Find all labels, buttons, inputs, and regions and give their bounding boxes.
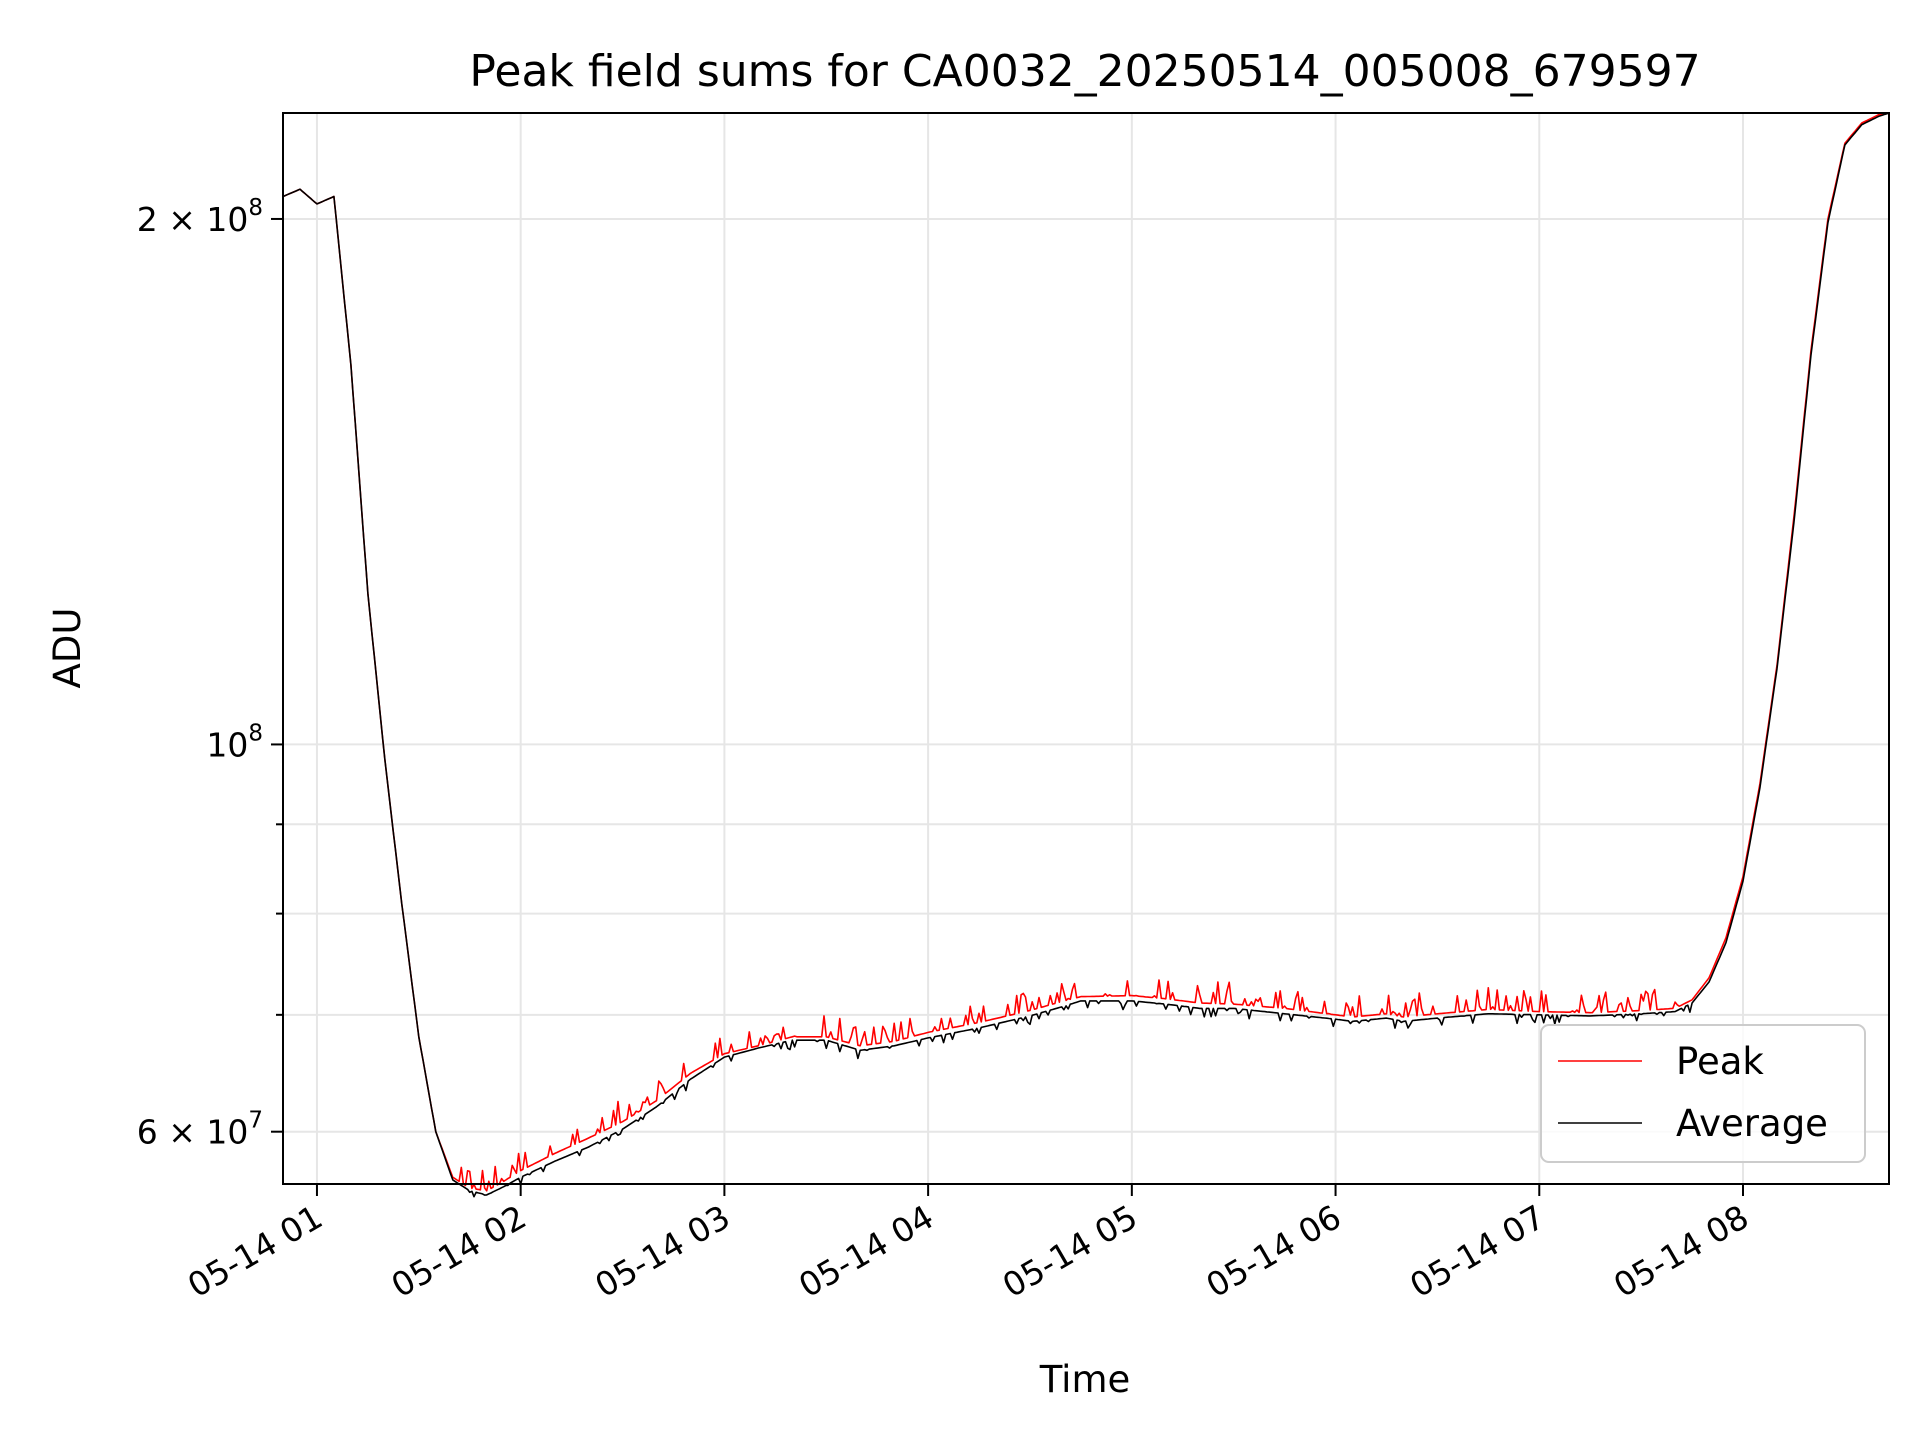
legend-label-average: Average — [1676, 1102, 1828, 1145]
grid-lines — [283, 113, 1889, 1184]
chart-title: Peak field sums for CA0032_20250514_0050… — [469, 46, 1700, 97]
legend: Peak Average — [1540, 1024, 1866, 1163]
series-line-peak — [282, 112, 1890, 1192]
x-tick-label: 05-14 08 — [1607, 1197, 1755, 1305]
y-axis: 6 × 107 108 2 × 108 — [137, 195, 283, 1152]
legend-box — [1540, 1024, 1866, 1163]
x-tick-label: 05-14 01 — [181, 1197, 329, 1305]
x-axis-label: Time — [1039, 1358, 1131, 1401]
legend-label-peak: Peak — [1676, 1040, 1764, 1083]
y-tick-label: 108 — [206, 720, 263, 764]
x-tick-label: 05-14 03 — [588, 1197, 736, 1305]
series-lines — [282, 112, 1890, 1198]
y-tick-label: 6 × 107 — [137, 1108, 263, 1152]
series-line-average — [282, 112, 1890, 1198]
y-axis-label: ADU — [46, 608, 89, 689]
x-tick-label: 05-14 05 — [996, 1197, 1144, 1305]
x-tick-label: 05-14 04 — [792, 1197, 940, 1305]
x-tick-label: 05-14 06 — [1200, 1197, 1348, 1305]
y-tick-label: 2 × 108 — [137, 195, 263, 239]
x-tick-label: 05-14 07 — [1403, 1197, 1551, 1305]
plot-area-frame — [282, 112, 1890, 1185]
x-tick-label: 05-14 02 — [385, 1197, 533, 1305]
x-axis: 05-14 01 05-14 02 05-14 03 05-14 04 05-14 05… — [181, 1184, 1755, 1305]
